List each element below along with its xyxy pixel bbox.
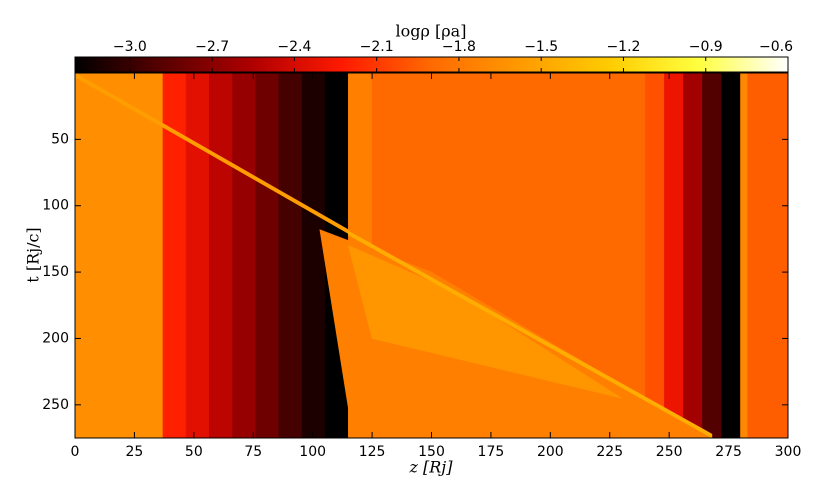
density-region	[747, 73, 788, 438]
colorbar-tick-label: −1.8	[442, 39, 476, 55]
density-region	[740, 73, 748, 438]
density-region	[209, 73, 233, 438]
x-tick-label: 50	[185, 444, 203, 460]
x-tick-label: 225	[596, 444, 623, 460]
x-tick-label: 100	[299, 444, 326, 460]
density-region	[278, 73, 303, 438]
colorbar	[74, 56, 789, 73]
density-region	[185, 73, 210, 438]
heatmap	[75, 73, 788, 438]
y-axis-label: t [Rj/c]	[24, 227, 43, 282]
x-tick-label: 175	[478, 444, 505, 460]
colorbar-tick-label: −0.6	[759, 39, 793, 55]
x-tick-label: 275	[715, 444, 742, 460]
x-tick-label: 200	[537, 444, 564, 460]
x-tick-label: 75	[244, 444, 262, 460]
density-region	[75, 73, 164, 438]
density-region	[301, 73, 326, 438]
colorbar-tick-label: −2.1	[360, 39, 394, 55]
colorbar-tick-label: −3.0	[113, 39, 147, 55]
colorbar-label: logρ [ρa]	[396, 22, 467, 41]
y-tick-label: 100	[42, 198, 69, 214]
density-region	[232, 73, 256, 438]
density-region	[347, 245, 622, 399]
density-region	[702, 73, 722, 438]
density-region	[683, 73, 703, 438]
x-tick-label: 25	[126, 444, 144, 460]
x-tick-label: 250	[656, 444, 683, 460]
colorbar-tick-label: −2.4	[277, 39, 311, 55]
x-tick-label: 0	[71, 444, 80, 460]
density-region	[348, 230, 713, 438]
density-region	[255, 73, 280, 438]
colorbar-tick-label: −0.9	[689, 39, 723, 55]
x-axis-label: z [Rj]	[408, 458, 453, 477]
density-region	[664, 73, 684, 438]
colorbar-tick-label: −1.2	[606, 39, 640, 55]
colorbar-tick-label: −2.7	[195, 39, 229, 55]
y-tick-label: 50	[51, 131, 69, 147]
x-tick-label: 150	[418, 444, 445, 460]
y-tick-label: 200	[42, 330, 69, 346]
y-tick-label: 250	[42, 397, 69, 413]
x-tick-label: 300	[775, 444, 802, 460]
colorbar-tick-label: −1.5	[524, 39, 558, 55]
density-region	[162, 73, 187, 438]
y-tick-label: 150	[42, 264, 69, 280]
density-region	[645, 73, 665, 438]
density-region	[721, 73, 741, 438]
x-tick-label: 125	[359, 444, 386, 460]
